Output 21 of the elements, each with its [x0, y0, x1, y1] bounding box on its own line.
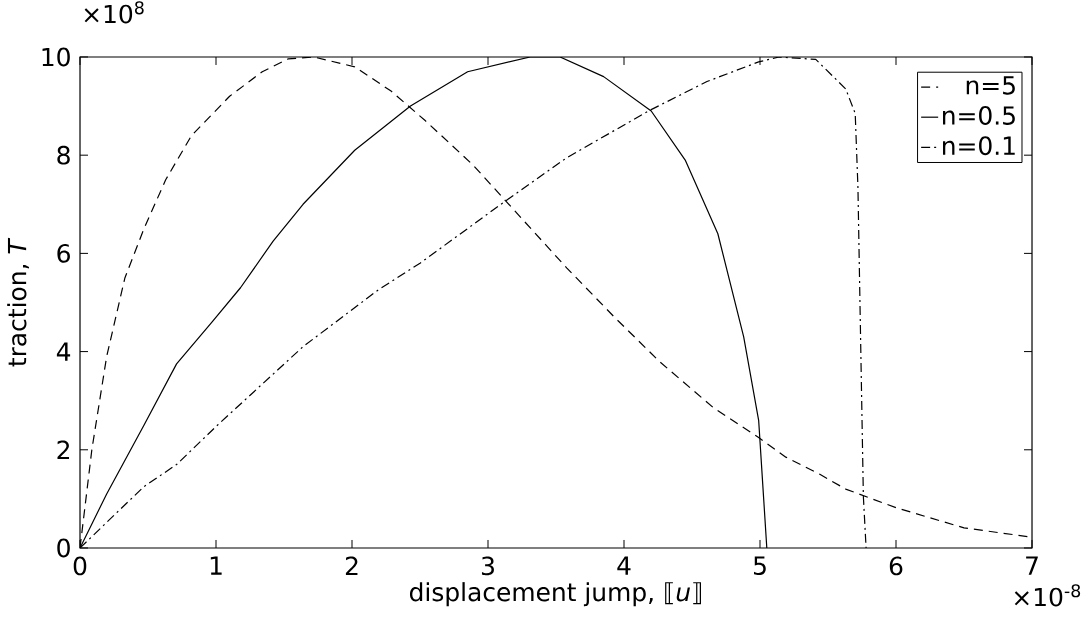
x-tick-label: 0	[73, 556, 87, 576]
y-tick-label: 2	[57, 440, 70, 460]
legend-label: n=0.1	[943, 136, 1015, 156]
x-tick-label: 4	[617, 556, 631, 575]
legend-label: n=0.5	[943, 106, 1015, 125]
x-tick-label: 2	[345, 556, 358, 575]
x-tick-label: 6	[889, 556, 903, 576]
x-tick-label: 7	[1026, 556, 1038, 575]
x-tick-label: 1	[210, 556, 222, 575]
y-tick-label: 0	[57, 538, 70, 558]
y-tick-label: 10	[42, 47, 70, 67]
x-axis-title: displacement jump, ⟦u⟧	[409, 582, 701, 607]
text: ×10$^{-8}$	[1014, 584, 1081, 607]
x-tick-label: 5	[754, 556, 766, 575]
y-tick-label: 8	[57, 145, 70, 165]
y-tick-label: 6	[57, 243, 70, 263]
x-tick-label: 3	[481, 556, 494, 576]
y-axis-title: traction, T	[7, 237, 30, 367]
legend-label: n=5	[966, 76, 1015, 95]
y-tick-label: 4	[56, 342, 71, 361]
text: ×10$^{8}$	[84, 1, 144, 24]
